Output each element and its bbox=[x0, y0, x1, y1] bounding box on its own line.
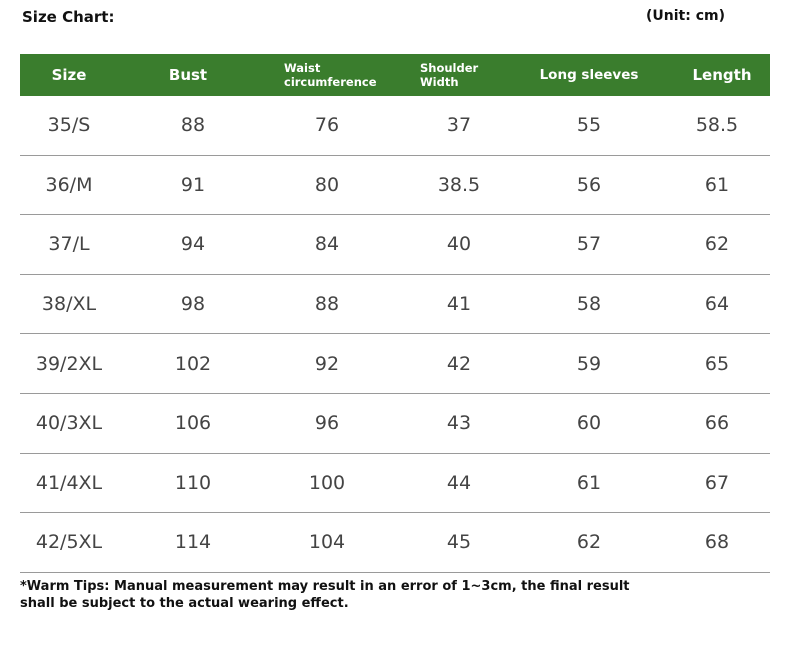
header-waist: Waist circumference bbox=[284, 61, 377, 89]
cell-size: 38/XL bbox=[41, 293, 97, 316]
cell-shoulder: 41 bbox=[446, 293, 472, 316]
cell-waist: 92 bbox=[314, 352, 340, 375]
cell-bust: 88 bbox=[180, 114, 206, 137]
table-row: 38/XL 98 88 41 58 64 bbox=[20, 275, 770, 335]
cell-long-sleeves: 57 bbox=[576, 233, 602, 256]
cell-long-sleeves: 62 bbox=[576, 531, 602, 554]
cell-shoulder: 44 bbox=[446, 471, 472, 494]
header-size: Size bbox=[51, 66, 87, 84]
cell-waist: 100 bbox=[308, 471, 346, 494]
cell-bust: 106 bbox=[174, 412, 212, 435]
cell-bust: 114 bbox=[174, 531, 212, 554]
cell-length: 67 bbox=[704, 471, 730, 494]
cell-size: 42/5XL bbox=[35, 531, 103, 554]
cell-length: 66 bbox=[704, 412, 730, 435]
table-header: Size Bust Waist circumference Shoulder W… bbox=[20, 54, 770, 96]
table-row: 40/3XL 106 96 43 60 66 bbox=[20, 394, 770, 454]
cell-length: 61 bbox=[704, 173, 730, 196]
cell-bust: 110 bbox=[174, 471, 212, 494]
header-long-sleeves: Long sleeves bbox=[539, 67, 639, 83]
cell-long-sleeves: 61 bbox=[576, 471, 602, 494]
cell-size: 41/4XL bbox=[35, 471, 103, 494]
cell-long-sleeves: 55 bbox=[576, 114, 602, 137]
cell-bust: 94 bbox=[180, 233, 206, 256]
header-shoulder: Shoulder Width bbox=[420, 61, 479, 89]
table-row: 39/2XL 102 92 42 59 65 bbox=[20, 334, 770, 394]
cell-bust: 91 bbox=[180, 173, 206, 196]
table-body: 35/S 88 76 37 55 58.5 36/M 91 80 38.5 56 61 37/L 94 84… bbox=[20, 96, 770, 573]
header-length: Length bbox=[692, 66, 752, 84]
cell-waist: 104 bbox=[308, 531, 346, 554]
table-row: 36/M 91 80 38.5 56 61 bbox=[20, 156, 770, 216]
cell-long-sleeves: 56 bbox=[576, 173, 602, 196]
cell-waist: 88 bbox=[314, 293, 340, 316]
cell-size: 36/M bbox=[45, 173, 93, 196]
table-row: 42/5XL 114 104 45 62 68 bbox=[20, 513, 770, 573]
cell-size: 40/3XL bbox=[35, 412, 103, 435]
warm-tips: *Warm Tips: Manual measurement may resul… bbox=[20, 578, 640, 612]
cell-length: 64 bbox=[704, 293, 730, 316]
table-row: 41/4XL 110 100 44 61 67 bbox=[20, 454, 770, 514]
header-bust: Bust bbox=[168, 66, 208, 84]
cell-waist: 96 bbox=[314, 412, 340, 435]
cell-size: 37/L bbox=[48, 233, 90, 256]
cell-bust: 98 bbox=[180, 293, 206, 316]
cell-length: 65 bbox=[704, 352, 730, 375]
cell-shoulder: 45 bbox=[446, 531, 472, 554]
cell-length: 58.5 bbox=[695, 114, 739, 137]
cell-long-sleeves: 58 bbox=[576, 293, 602, 316]
cell-shoulder: 43 bbox=[446, 412, 472, 435]
cell-shoulder: 40 bbox=[446, 233, 472, 256]
cell-size: 35/S bbox=[47, 114, 91, 137]
size-chart-table: Size Bust Waist circumference Shoulder W… bbox=[20, 54, 770, 573]
cell-long-sleeves: 60 bbox=[576, 412, 602, 435]
table-row: 35/S 88 76 37 55 58.5 bbox=[20, 96, 770, 156]
cell-bust: 102 bbox=[174, 352, 212, 375]
cell-long-sleeves: 59 bbox=[576, 352, 602, 375]
tips-line-1: *Warm Tips: Manual measurement may resul… bbox=[20, 579, 630, 594]
unit-label: (Unit: cm) bbox=[646, 8, 725, 24]
cell-shoulder: 42 bbox=[446, 352, 472, 375]
tips-line-2: shall be subject to the actual wearing e… bbox=[20, 596, 349, 611]
cell-waist: 84 bbox=[314, 233, 340, 256]
cell-size: 39/2XL bbox=[35, 352, 103, 375]
cell-shoulder: 38.5 bbox=[437, 173, 481, 196]
cell-length: 68 bbox=[704, 531, 730, 554]
cell-shoulder: 37 bbox=[446, 114, 472, 137]
cell-length: 62 bbox=[704, 233, 730, 256]
table-row: 37/L 94 84 40 57 62 bbox=[20, 215, 770, 275]
cell-waist: 80 bbox=[314, 173, 340, 196]
cell-waist: 76 bbox=[314, 114, 340, 137]
page-title: Size Chart: bbox=[22, 8, 115, 26]
